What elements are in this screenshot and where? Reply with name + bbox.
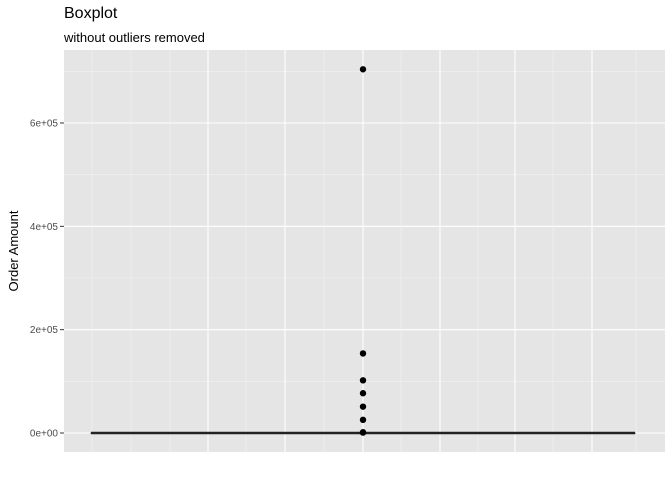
- y-tick-label: 4e+05: [30, 222, 59, 233]
- outlier-layer: [359, 66, 367, 436]
- outlier-point: [359, 429, 367, 436]
- chart-subtitle: without outliers removed: [64, 30, 205, 45]
- y-tick-label: 0e+00: [30, 429, 59, 440]
- y-axis: 0e+00 2e+05 4e+05 6e+05: [30, 119, 64, 440]
- y-tick-label: 6e+05: [30, 119, 59, 130]
- outlier-point: [359, 66, 367, 73]
- chart-title: Boxplot: [64, 5, 118, 22]
- plot-panel: [64, 50, 665, 452]
- y-tick-label: 2e+05: [30, 325, 59, 336]
- outlier-point: [359, 403, 367, 410]
- outlier-point: [359, 390, 367, 397]
- y-axis-label: Order Amount: [6, 210, 21, 291]
- outlier-point: [359, 377, 367, 384]
- outlier-point: [359, 350, 367, 357]
- outlier-point: [359, 416, 367, 424]
